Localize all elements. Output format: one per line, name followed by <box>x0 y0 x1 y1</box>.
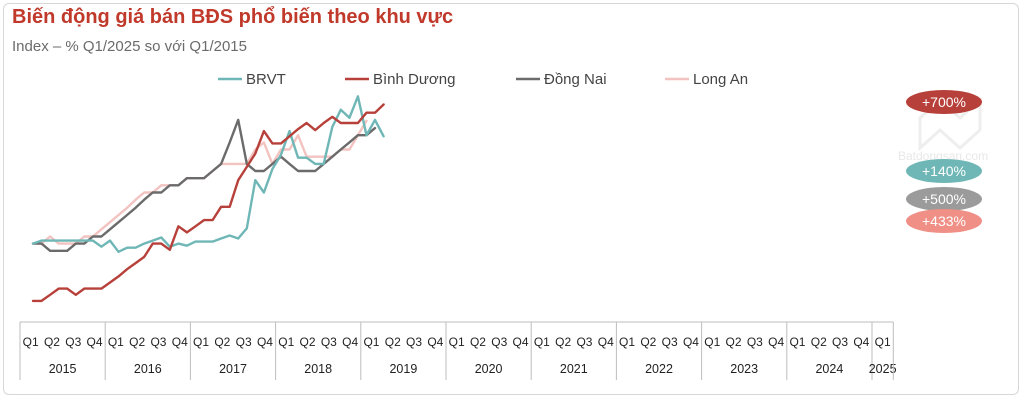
legend-label: Long An <box>693 71 748 88</box>
quarter-tick-label: Q4 <box>427 335 443 349</box>
quarter-tick-label: Q3 <box>747 335 763 349</box>
value-badge-label: +700% <box>922 94 966 110</box>
x-axis: Q1 Q2 Q3 Q4 2015 Q1 Q2 Q3 Q4 2016 Q1 Q2 Q3 Q4 2017 Q1 Q2… <box>19 321 897 380</box>
quarter-tick-label: Q1 <box>789 335 805 349</box>
plot-area <box>31 95 385 303</box>
end-value-badges: +140% +700% +500% +433% <box>906 90 982 233</box>
year-tick-label: 2023 <box>730 362 758 376</box>
quarter-tick-label: Q2 <box>555 335 571 349</box>
quarter-tick-label: Q3 <box>832 335 848 349</box>
year-tick-label: 2018 <box>304 362 332 376</box>
quarter-tick-label: Q1 <box>875 335 891 349</box>
value-badge <box>906 209 982 233</box>
quarter-tick-label: Q3 <box>576 335 592 349</box>
value-badge <box>906 90 982 114</box>
legend-label: BRVT <box>246 71 286 88</box>
year-tick-label: 2022 <box>645 362 673 376</box>
watermark-text: Batdongsan.com <box>898 149 988 163</box>
year-tick-label: 2015 <box>49 362 77 376</box>
quarter-tick-label: Q1 <box>704 335 720 349</box>
chart-title: Biến động giá bán BĐS phổ biến theo khu … <box>12 6 454 28</box>
quarter-tick-label: Q4 <box>768 335 784 349</box>
series-line <box>31 118 377 253</box>
value-badge <box>906 159 982 183</box>
year-tick-label: 2017 <box>219 362 247 376</box>
quarter-tick-label: Q4 <box>87 335 103 349</box>
quarter-tick-label: Q1 <box>363 335 379 349</box>
legend-label: Bình Dương <box>373 71 455 88</box>
quarter-tick-label: Q3 <box>150 335 166 349</box>
series-line <box>31 95 385 254</box>
quarter-tick-label: Q4 <box>257 335 273 349</box>
quarter-tick-label: Q4 <box>342 335 358 349</box>
quarter-tick-label: Q3 <box>662 335 678 349</box>
year-tick-label: 2025 <box>869 362 897 376</box>
series-line <box>31 103 385 303</box>
quarter-tick-label: Q2 <box>44 335 60 349</box>
quarter-tick-label: Q1 <box>193 335 209 349</box>
year-tick-label: 2016 <box>134 362 162 376</box>
quarter-tick-label: Q2 <box>385 335 401 349</box>
year-tick-label: 2019 <box>389 362 417 376</box>
year-tick-label: 2021 <box>560 362 588 376</box>
legend: BRVT Bình Dương Đồng Nai Long An <box>218 71 748 88</box>
quarter-tick-label: Q2 <box>214 335 230 349</box>
quarter-tick-label: Q4 <box>853 335 869 349</box>
quarter-tick-label: Q1 <box>619 335 635 349</box>
quarter-tick-label: Q1 <box>278 335 294 349</box>
value-badge <box>906 187 982 211</box>
value-badge-label: +140% <box>922 163 966 179</box>
value-badge-label: +500% <box>922 191 966 207</box>
quarter-tick-label: Q1 <box>449 335 465 349</box>
quarter-tick-label: Q2 <box>726 335 742 349</box>
year-tick-label: 2024 <box>815 362 843 376</box>
quarter-tick-label: Q2 <box>640 335 656 349</box>
legend-label: Đồng Nai <box>544 71 607 88</box>
quarter-tick-label: Q2 <box>300 335 316 349</box>
value-badge-label: +433% <box>922 213 966 229</box>
chart-frame <box>3 3 1019 395</box>
quarter-tick-label: Q3 <box>491 335 507 349</box>
quarter-tick-label: Q3 <box>236 335 252 349</box>
year-tick-label: 2020 <box>475 362 503 376</box>
quarter-tick-label: Q1 <box>534 335 550 349</box>
chart-subtitle: Index – % Q1/2025 so với Q1/2015 <box>12 38 247 55</box>
quarter-tick-label: Q3 <box>321 335 337 349</box>
quarter-tick-label: Q4 <box>513 335 529 349</box>
quarter-tick-label: Q1 <box>23 335 39 349</box>
quarter-tick-label: Q4 <box>598 335 614 349</box>
quarter-tick-label: Q2 <box>470 335 486 349</box>
series-line <box>31 119 368 245</box>
quarter-tick-label: Q3 <box>406 335 422 349</box>
quarter-tick-label: Q3 <box>65 335 81 349</box>
quarter-tick-label: Q2 <box>129 335 145 349</box>
quarter-tick-label: Q2 <box>811 335 827 349</box>
quarter-tick-label: Q4 <box>172 335 188 349</box>
quarter-tick-label: Q1 <box>108 335 124 349</box>
quarter-tick-label: Q4 <box>683 335 699 349</box>
